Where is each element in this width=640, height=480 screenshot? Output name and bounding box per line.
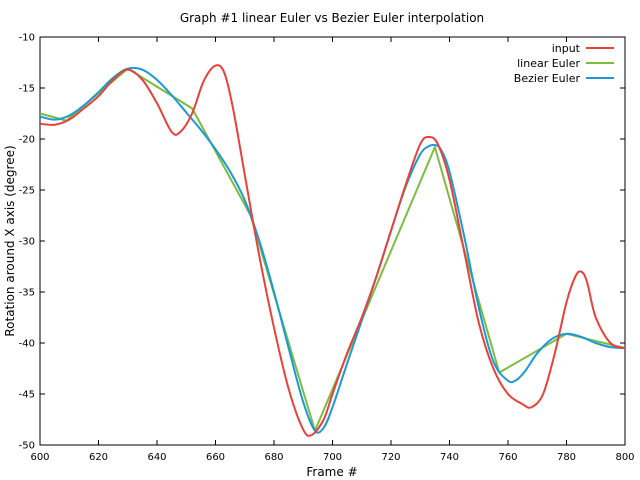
y-tick-label: -20 xyxy=(19,135,35,146)
x-tick-label: 640 xyxy=(147,452,166,463)
x-tick-label: 700 xyxy=(323,452,342,463)
y-tick-label: -50 xyxy=(19,441,35,452)
chart-title: Graph #1 linear Euler vs Bezier Euler in… xyxy=(180,11,484,25)
y-tick-label: -15 xyxy=(19,84,35,95)
y-tick-label: -45 xyxy=(19,390,35,401)
y-tick-label: -25 xyxy=(19,186,35,197)
series-line-bezier-euler xyxy=(39,66,626,434)
legend-label: input xyxy=(552,42,581,55)
y-tick-label: -40 xyxy=(19,339,35,350)
x-axis-label: Frame # xyxy=(306,465,357,479)
legend-label: Bezier Euler xyxy=(514,72,581,85)
x-tick-label: 800 xyxy=(615,452,634,463)
y-axis-label: Rotation around X axis (degree) xyxy=(3,145,17,336)
x-tick-label: 760 xyxy=(498,452,517,463)
x-tick-label: 660 xyxy=(206,452,225,463)
y-tick-label: -35 xyxy=(19,288,35,299)
axis-ticks: 600 620 640 660 680 700 720 740 760 780 800 -10 -15 -… xyxy=(19,33,635,464)
series-line-linear-euler xyxy=(39,67,626,432)
plot-frame xyxy=(39,36,626,446)
legend-label: linear Euler xyxy=(517,57,580,70)
x-tick-label: 680 xyxy=(264,452,283,463)
x-tick-label: 600 xyxy=(30,452,49,463)
series-layer xyxy=(39,64,626,437)
legend: input linear Euler Bezier Euler xyxy=(514,42,614,85)
x-tick-label: 620 xyxy=(89,452,108,463)
x-tick-label: 740 xyxy=(440,452,459,463)
y-tick-label: -10 xyxy=(19,33,35,44)
x-tick-label: 720 xyxy=(381,452,400,463)
series-line-input xyxy=(39,64,626,437)
y-tick-label: -30 xyxy=(19,237,35,248)
x-tick-label: 780 xyxy=(557,452,576,463)
